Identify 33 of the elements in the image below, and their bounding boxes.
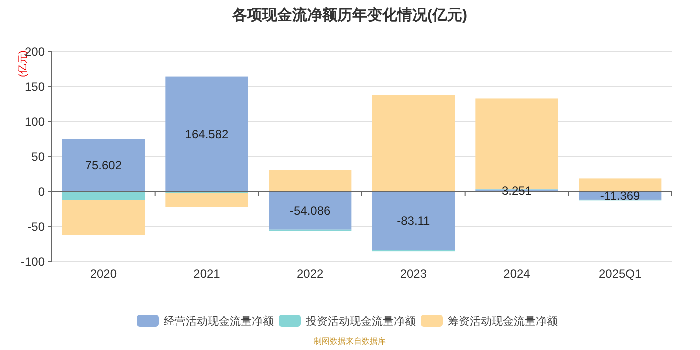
bar (166, 193, 248, 208)
legend-label: 筹资活动现金流量净额 (448, 315, 558, 328)
legend-label: 经营活动现金流量净额 (164, 315, 274, 328)
x-tick-label: 2022 (296, 267, 324, 281)
y-tick-label: 150 (24, 80, 46, 94)
bar (372, 192, 455, 250)
data-label: -54.086 (290, 204, 332, 218)
x-tick-label: 2023 (400, 267, 428, 281)
x-tick-label: 2024 (504, 267, 531, 281)
bar (62, 192, 145, 200)
data-label: -83.11 (397, 214, 431, 228)
data-label: -11.369 (600, 188, 641, 203)
y-tick-label: 100 (24, 115, 46, 129)
data-label: 164.582 (185, 127, 230, 142)
bar (62, 200, 145, 236)
y-tick-label: 0 (38, 185, 46, 199)
bar (372, 95, 455, 192)
bar (62, 139, 145, 192)
bar (166, 76, 248, 192)
data-label: 75.602 (85, 158, 122, 173)
y-tick-label: -100 (20, 255, 46, 269)
legend-label: 投资活动现金流量净额 (305, 315, 416, 328)
y-tick-label: -50 (28, 220, 46, 234)
x-tick-label: 2020 (90, 267, 118, 281)
chart-title: 各项现金流净额历年变化情况(亿元) (232, 6, 468, 24)
bar (269, 170, 352, 192)
y-axis-title: (亿元) (18, 50, 29, 78)
x-tick-label: 2021 (194, 267, 221, 281)
text: 制图数据来自数据库 (314, 337, 386, 346)
bar (579, 178, 662, 192)
x-tick-label: 2025Q1 (598, 267, 642, 281)
y-tick-label: 50 (32, 150, 46, 164)
bar (269, 192, 352, 230)
